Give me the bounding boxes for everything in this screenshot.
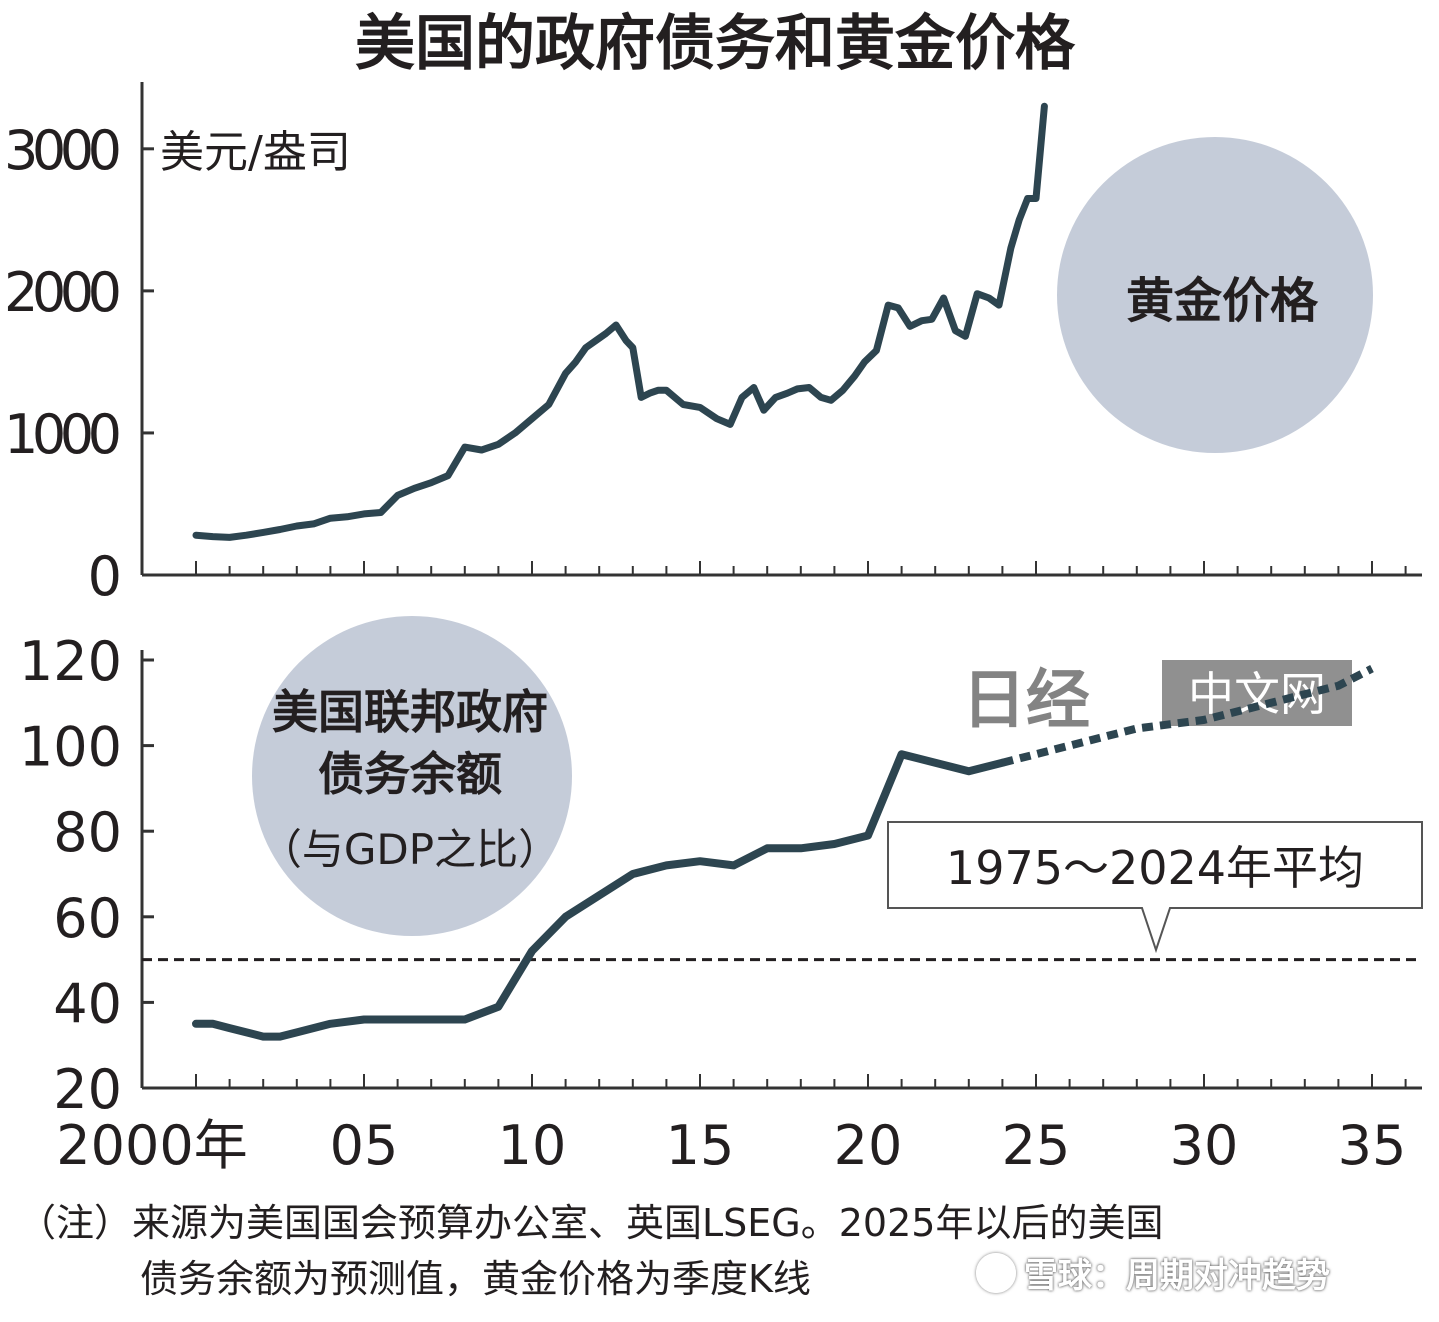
x-tick-label: 10 [498,1114,567,1177]
chart-title: 美国的政府债务和黄金价格 [355,9,1076,79]
debt-y-tick-label: 120 [19,630,122,693]
note-line-2: 债务余额为预测值，黄金价格为季度K线 [140,1257,811,1301]
nikkei-logo-text: 日经 [962,663,1090,738]
gold-y-tick-label: 1000 [4,403,122,466]
debt-series-label-line3: （与GDP之比） [260,825,560,874]
snowball-logo-icon [976,1253,1016,1293]
gold-y-tick-label: 2000 [4,261,122,324]
average-callout-box [887,821,1423,954]
x-tick-label: 30 [1170,1114,1239,1177]
platform-watermark: 雪球：周期对冲趋势 [976,1248,1330,1297]
debt-ratio-forecast-line [1001,665,1374,767]
gold-series-label: 黄金价格 [1126,273,1319,329]
x-tick-label: 2000年 [56,1114,247,1177]
debt-y-tick-label: 80 [53,801,122,864]
debt-y-tick-label: 60 [53,887,122,950]
gold-price-line [192,102,1048,541]
debt-series-label-line2: 债务余额 [318,747,502,801]
x-tick-label: 15 [666,1114,735,1177]
x-tick-label: 35 [1338,1114,1407,1177]
gold-axis: 0 1000 2000 3000 [4,82,1422,608]
platform-watermark-text: 雪球：周期对冲趋势 [1024,1256,1330,1296]
x-tick-label: 25 [1002,1114,1071,1177]
gold-y-tick-label: 3000 [4,119,122,182]
note-line-1: （注）来源为美国国会预算办公室、英国LSEG。2025年以后的美国 [18,1201,1163,1245]
debt-series-label-line1: 美国联邦政府 [272,685,548,739]
average-callout-label: 1975～2024年平均 [946,841,1364,895]
debt-y-tick-label: 40 [53,972,122,1035]
debt-y-tick-label: 100 [19,716,122,779]
x-tick-label: 05 [330,1114,399,1177]
gold-label-bubble [1057,137,1373,453]
gold-y-tick-label: 0 [88,545,122,608]
debt-axis: 20 40 60 80 100 120 [19,630,1422,1121]
gold-unit-label: 美元/盎司 [160,127,351,178]
debt-label-bubble [252,616,572,936]
debt-ratio-line [192,750,1007,1041]
nikkei-logo-backdrop [895,660,1157,732]
debt-y-tick-label: 20 [53,1058,122,1121]
x-tick-label: 20 [834,1114,903,1177]
x-axis-labels: 2000年 05 10 15 20 25 30 35 [56,1114,1406,1177]
